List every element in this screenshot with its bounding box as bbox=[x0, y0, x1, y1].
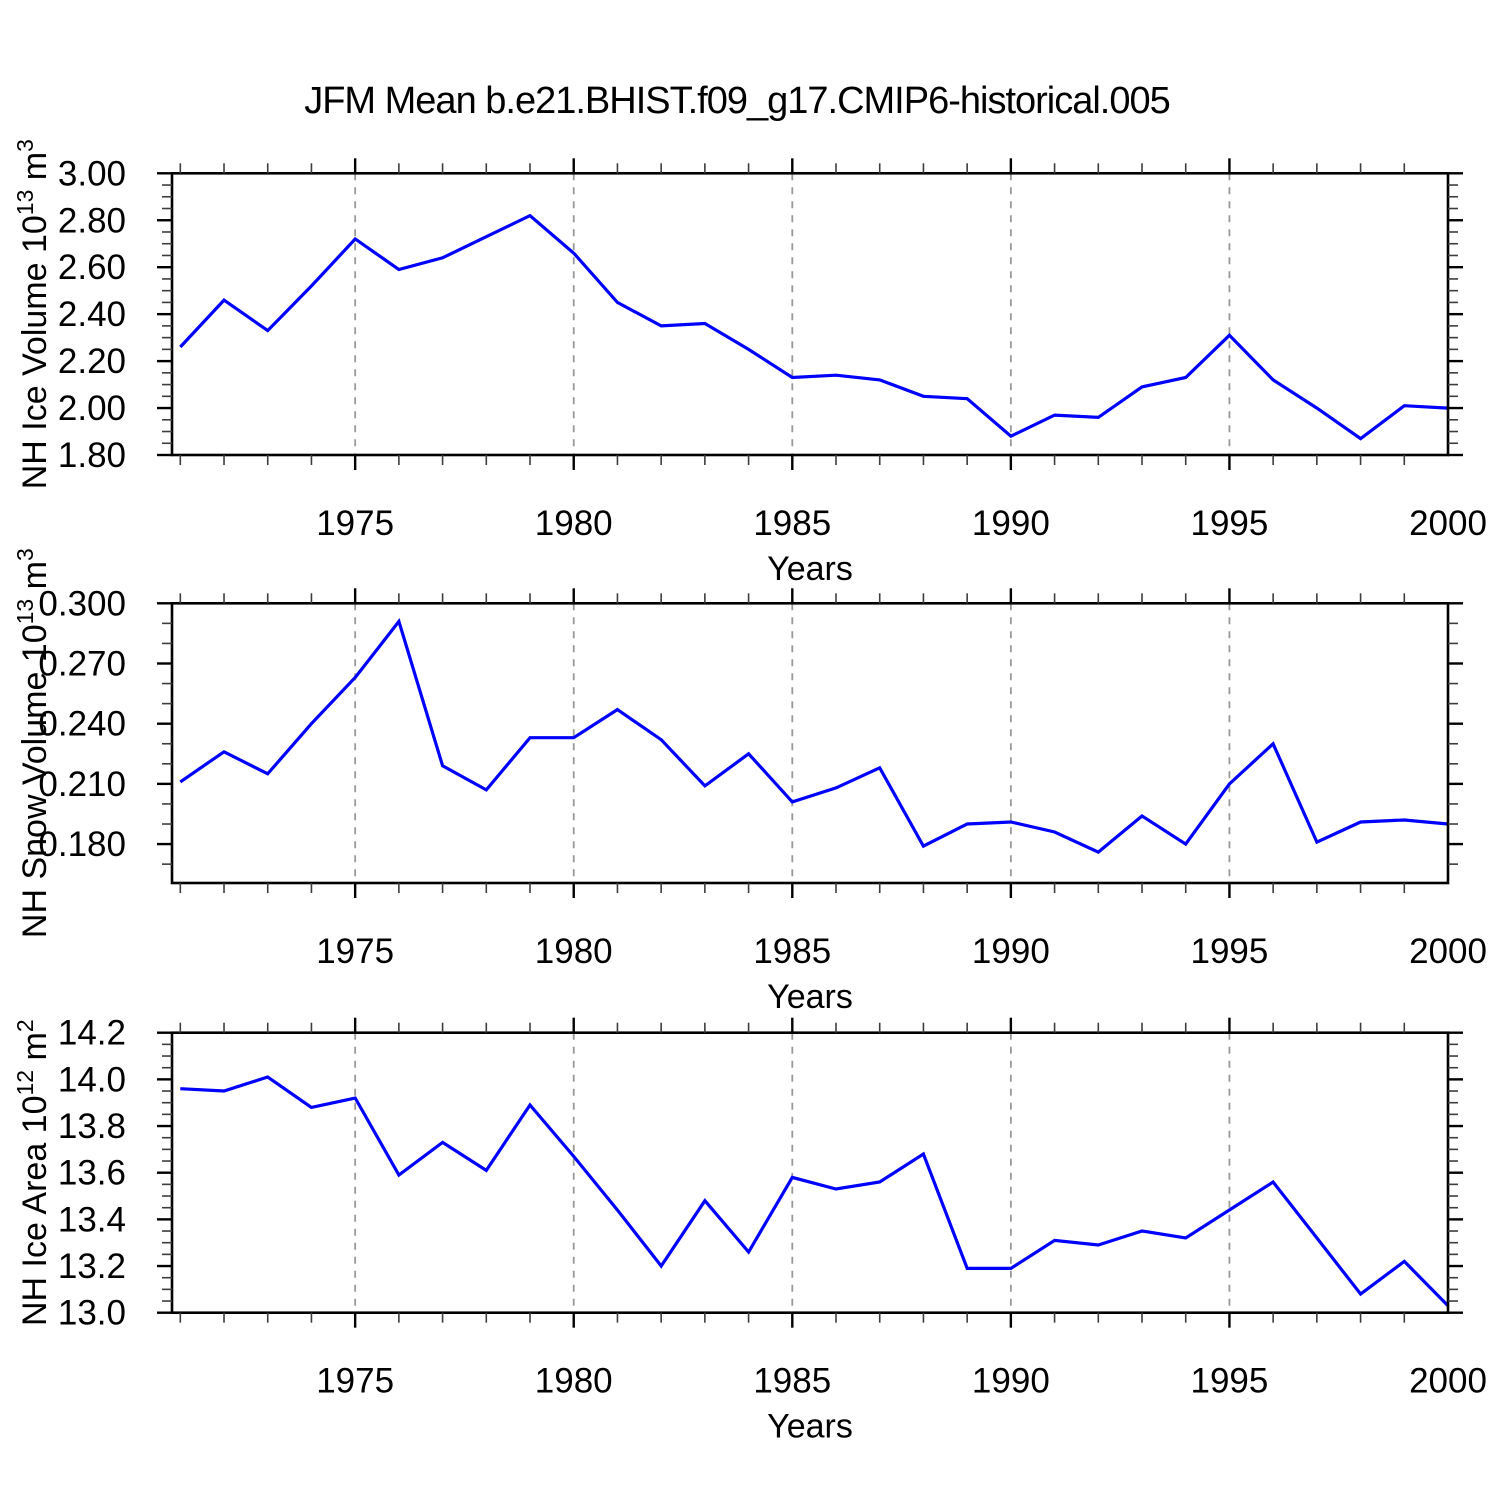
y-tick-label: 0.240 bbox=[38, 705, 126, 744]
y-tick-label: 2.20 bbox=[58, 342, 126, 381]
x-axis-title: Years bbox=[767, 550, 853, 588]
panel-nh-ice-volume: 1.80 2.00 2.20 2.40 2.60 2.80 3.00 1975 1980 1985… bbox=[12, 139, 1487, 588]
series-line-nh-snow-volume bbox=[179, 617, 1449, 854]
x-tick-label: 1995 bbox=[1190, 1362, 1268, 1401]
y-tick-label: 13.8 bbox=[58, 1107, 126, 1146]
x-axis-title: Years bbox=[767, 978, 853, 1016]
x-tick-label: 1990 bbox=[972, 932, 1050, 971]
x-tick-label: 2000 bbox=[1409, 1362, 1487, 1401]
y-tick-label: 14.0 bbox=[58, 1060, 126, 1099]
y-tick-label: 0.180 bbox=[38, 825, 126, 864]
y-tick-label: 2.80 bbox=[58, 201, 126, 240]
x-tick-label: 1980 bbox=[535, 504, 613, 543]
series-line-nh-ice-area bbox=[180, 1075, 1450, 1307]
x-tick-label: 1980 bbox=[535, 1362, 613, 1401]
plot-frame bbox=[170, 601, 1450, 885]
x-tick-label: 2000 bbox=[1409, 932, 1487, 971]
y-tick-label: 13.2 bbox=[58, 1247, 126, 1286]
y-tick-label: 0.270 bbox=[38, 644, 126, 683]
x-tick-label: 1975 bbox=[316, 932, 394, 971]
y-tick-label: 13.4 bbox=[58, 1200, 126, 1239]
y-tick-label: 3.00 bbox=[58, 154, 126, 193]
panel-nh-snow-volume: 0.180 0.210 0.240 0.270 0.300 1975 1980 1985 199… bbox=[12, 548, 1487, 1016]
x-tick-label: 1990 bbox=[972, 1362, 1050, 1401]
y-tick-label: 13.6 bbox=[58, 1154, 126, 1193]
x-tick-label: 1995 bbox=[1190, 932, 1268, 971]
y-tick-label: 14.2 bbox=[58, 1014, 126, 1053]
x-tick-label: 1975 bbox=[316, 1362, 394, 1401]
y-tick-label: 0.210 bbox=[38, 765, 126, 804]
y-axis-title: NH Ice Area 1012 m2 bbox=[12, 1019, 54, 1326]
y-axis-title: NH Ice Volume 1013 m3 bbox=[12, 139, 54, 489]
x-tick-label: 1985 bbox=[753, 1362, 831, 1401]
panels-group: 1.80 2.00 2.20 2.40 2.60 2.80 3.00 1975 1980 1985… bbox=[12, 139, 1487, 1446]
y-tick-label: 2.60 bbox=[58, 248, 126, 287]
x-tick-label: 1985 bbox=[753, 504, 831, 543]
x-tick-label: 1975 bbox=[316, 504, 394, 543]
plot-frame bbox=[170, 172, 1450, 457]
x-tick-label: 1995 bbox=[1190, 504, 1268, 543]
y-axis-title: NH Snow Volume 1013 m3 bbox=[12, 548, 54, 938]
x-axis-title: Years bbox=[767, 1408, 853, 1446]
y-tick-label: 13.0 bbox=[58, 1294, 126, 1333]
plot-frame bbox=[170, 1031, 1450, 1314]
y-tick-label: 1.80 bbox=[58, 436, 126, 475]
x-tick-label: 1985 bbox=[753, 932, 831, 971]
panel-nh-ice-area: 13.0 13.2 13.4 13.6 13.8 14.0 14.2 1975 1980 1985… bbox=[12, 1014, 1487, 1446]
y-tick-label: 0.300 bbox=[38, 584, 126, 623]
series-line-nh-ice-volume bbox=[179, 213, 1449, 441]
x-tick-label: 1990 bbox=[972, 504, 1050, 543]
figure-title: JFM Mean b.e21.BHIST.f09_g17.CMIP6-histo… bbox=[304, 80, 1170, 122]
y-tick-label: 2.00 bbox=[58, 389, 126, 428]
x-tick-label: 2000 bbox=[1409, 504, 1487, 543]
x-tick-label: 1980 bbox=[535, 932, 613, 971]
y-tick-label: 2.40 bbox=[58, 295, 126, 334]
